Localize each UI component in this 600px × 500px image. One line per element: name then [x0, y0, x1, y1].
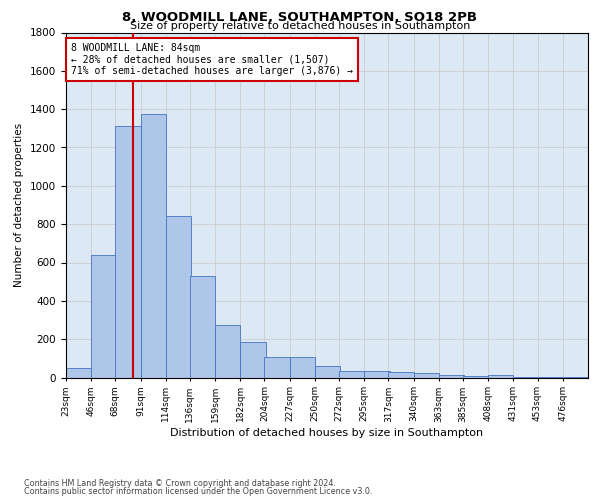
Bar	[563, 376, 588, 378]
Bar	[115, 126, 140, 378]
Text: Contains HM Land Registry data © Crown copyright and database right 2024.: Contains HM Land Registry data © Crown c…	[24, 478, 336, 488]
Bar	[241, 342, 266, 378]
Bar	[538, 376, 563, 378]
Bar	[190, 276, 215, 378]
Y-axis label: Number of detached properties: Number of detached properties	[14, 123, 25, 287]
Bar	[290, 358, 315, 378]
Bar	[215, 325, 241, 378]
Text: Size of property relative to detached houses in Southampton: Size of property relative to detached ho…	[130, 21, 470, 31]
Bar	[265, 358, 290, 378]
Text: 8 WOODMILL LANE: 84sqm
← 28% of detached houses are smaller (1,507)
71% of semi-: 8 WOODMILL LANE: 84sqm ← 28% of detached…	[71, 43, 353, 76]
Bar	[439, 374, 464, 378]
Bar	[364, 371, 389, 378]
Bar	[166, 216, 191, 378]
X-axis label: Distribution of detached houses by size in Southampton: Distribution of detached houses by size …	[170, 428, 484, 438]
Bar	[91, 255, 116, 378]
Bar	[66, 368, 91, 378]
Bar	[388, 372, 413, 378]
Bar	[488, 374, 514, 378]
Bar	[315, 366, 340, 378]
Text: 8, WOODMILL LANE, SOUTHAMPTON, SO18 2PB: 8, WOODMILL LANE, SOUTHAMPTON, SO18 2PB	[122, 11, 478, 24]
Bar	[413, 372, 439, 378]
Bar	[339, 371, 364, 378]
Bar	[514, 376, 539, 378]
Bar	[140, 114, 166, 378]
Text: Contains public sector information licensed under the Open Government Licence v3: Contains public sector information licen…	[24, 487, 373, 496]
Bar	[463, 376, 488, 378]
